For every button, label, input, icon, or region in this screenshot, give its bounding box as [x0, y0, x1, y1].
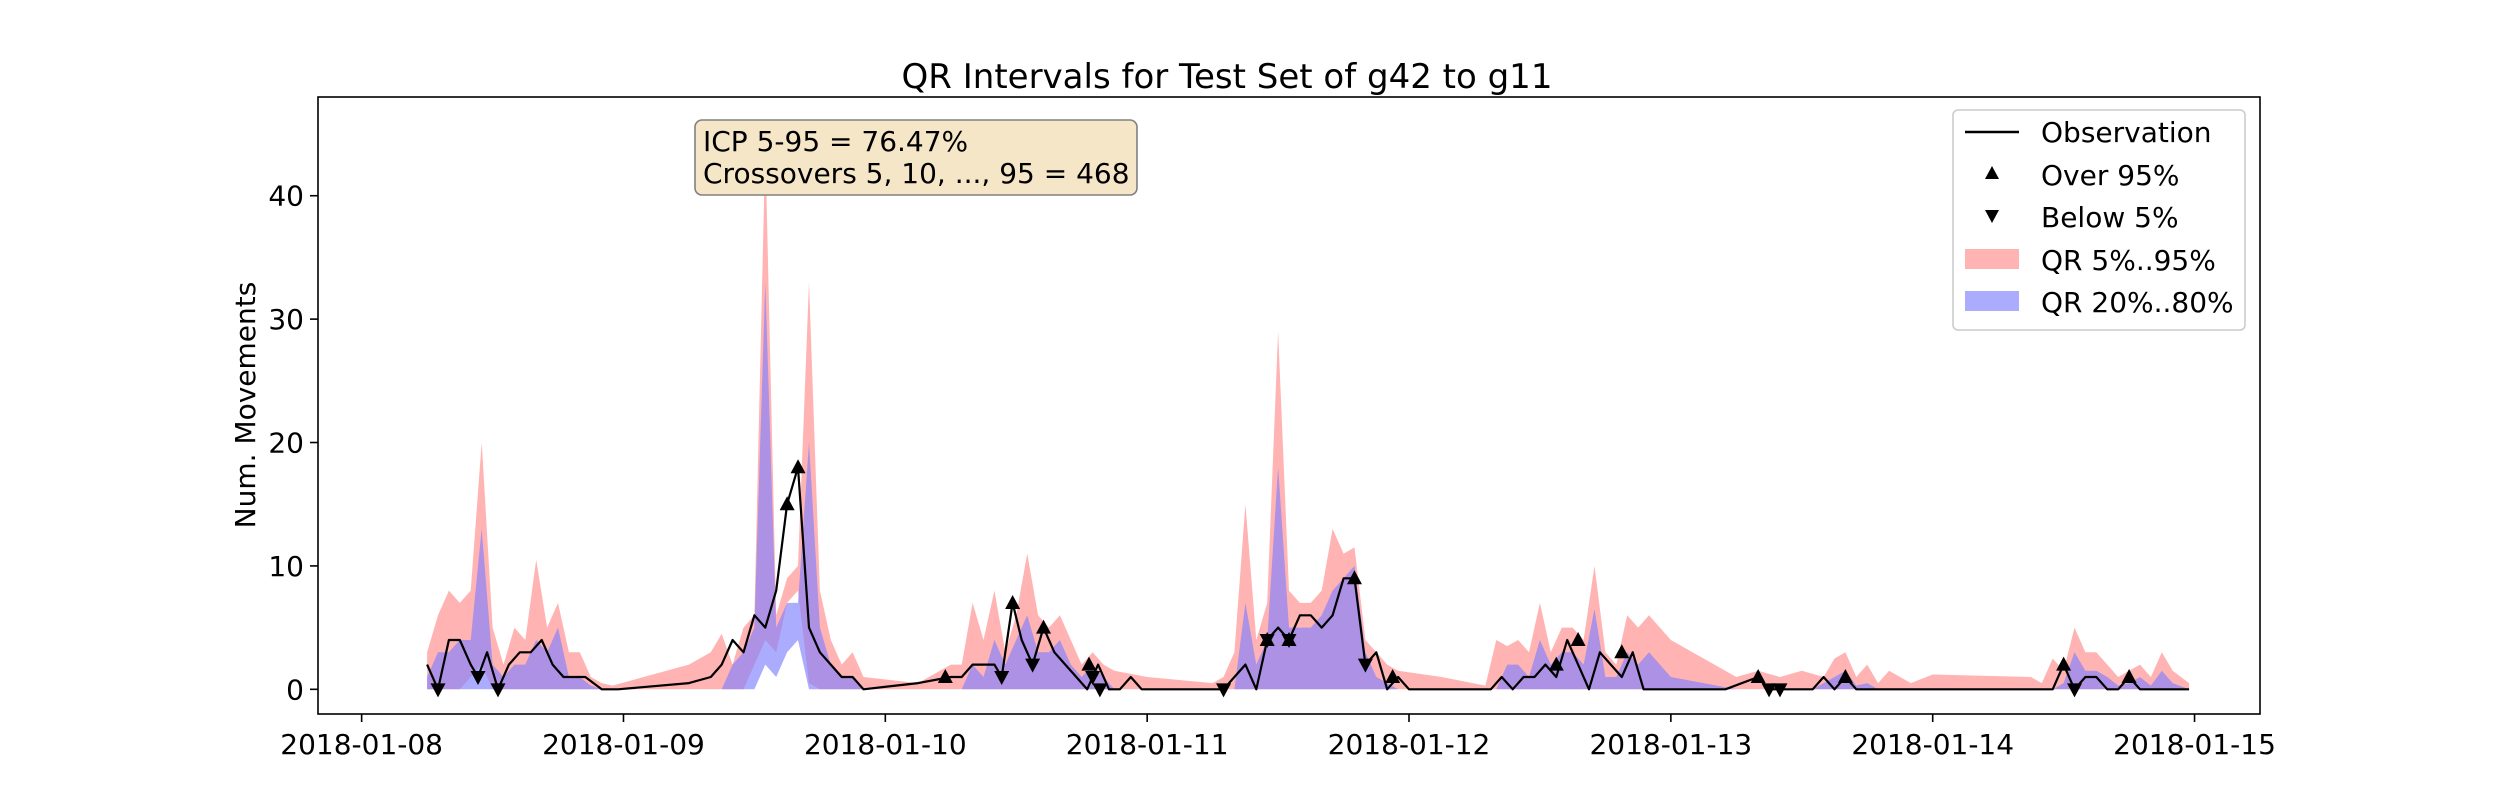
below-5-marker: [1085, 670, 1101, 685]
band-qr-5-95: [427, 146, 2190, 690]
legend-label-below-5: Below 5%: [2041, 201, 2179, 234]
over-95-marker: [1346, 570, 1362, 585]
x-tick-label: 2018-01-09: [542, 728, 705, 761]
x-tick-label: 2018-01-12: [1328, 728, 1491, 761]
below-5-marker: [1216, 683, 1232, 698]
x-axis: 2018-01-08 2018-01-09 2018-01-10 2018-01-11…: [280, 714, 2276, 761]
y-tick-label: 20: [268, 427, 304, 460]
x-tick-label: 2018-01-13: [1589, 728, 1752, 761]
x-tick-label: 2018-01-15: [2113, 728, 2276, 761]
annotation-box: ICP 5-95 = 76.47% Crossovers 5, 10, ...,…: [694, 119, 1138, 196]
legend-qr-5-95-swatch: [1965, 249, 2019, 269]
legend-label-qr-5-95: QR 5%..95%: [2041, 244, 2216, 277]
observation-line: [426, 466, 2190, 691]
below-5-marker: [994, 670, 1010, 685]
below-5-marker: [1772, 683, 1788, 698]
legend-below-5-swatch: [1985, 210, 1999, 223]
below-5-marker: [470, 670, 486, 685]
legend-label-over-95: Over 95%: [2041, 159, 2179, 192]
over-95-marker: [2056, 656, 2072, 671]
over-95-marker: [1036, 619, 1052, 634]
below-5-marker: [1357, 658, 1373, 673]
x-tick-label: 2018-01-08: [280, 728, 443, 761]
x-tick-label: 2018-01-11: [1066, 728, 1229, 761]
y-axis: 0 10 20 30 40: [268, 180, 318, 706]
legend: Observation Over 95% Below 5% QR 5%..95%…: [1952, 109, 2246, 331]
annotation-line-2: Crossovers 5, 10, ..., 95 = 468: [703, 157, 1130, 190]
band-qr-20-80: [427, 282, 2190, 690]
over-95-marker: [1750, 668, 1766, 683]
over-95-marker: [790, 459, 806, 474]
x-tick-label: 2018-01-10: [804, 728, 967, 761]
y-tick-label: 10: [268, 550, 304, 583]
below-5-marker: [1281, 633, 1297, 648]
over-95-marker: [779, 496, 795, 511]
over-95-marker: [2121, 668, 2137, 683]
over-95-marker: [937, 668, 953, 683]
legend-frame: [1952, 109, 2246, 331]
plot-area: [426, 146, 2190, 698]
over-95-marker: [1548, 656, 1564, 671]
annotation-background: [694, 119, 1138, 196]
axes-frame: [317, 96, 2261, 715]
over-95-marker: [1005, 594, 1021, 609]
legend-label-qr-20-80: QR 20%..80%: [2041, 286, 2234, 319]
chart-title: QR Intervals for Test Set of g42 to g11: [902, 57, 1553, 97]
below-5-marker: [430, 683, 446, 698]
below-5-marker: [2067, 683, 2083, 698]
below-5-marker: [1092, 683, 1108, 698]
over-95-marker: [1614, 644, 1630, 659]
below-5-marker: [1761, 683, 1777, 698]
y-tick-label: 30: [268, 303, 304, 336]
annotation-line-1: ICP 5-95 = 76.47%: [703, 125, 968, 158]
over-95-marker: [1385, 668, 1401, 683]
y-tick-label: 0: [286, 673, 304, 706]
legend-over-95-swatch: [1985, 166, 1999, 179]
legend-qr-20-80-swatch: [1965, 291, 2019, 311]
over-95-marker: [1837, 668, 1853, 683]
below-5-marker: [1025, 658, 1041, 673]
x-tick-label: 2018-01-14: [1851, 728, 2014, 761]
below-5-marker: [1259, 633, 1275, 648]
over-95-marker: [1081, 656, 1097, 671]
y-tick-label: 40: [268, 180, 304, 213]
y-axis-label: Num. Movements: [229, 282, 262, 529]
legend-label-observation: Observation: [2041, 116, 2212, 149]
over-95-marker: [1570, 631, 1586, 646]
below-5-marker: [490, 683, 506, 698]
